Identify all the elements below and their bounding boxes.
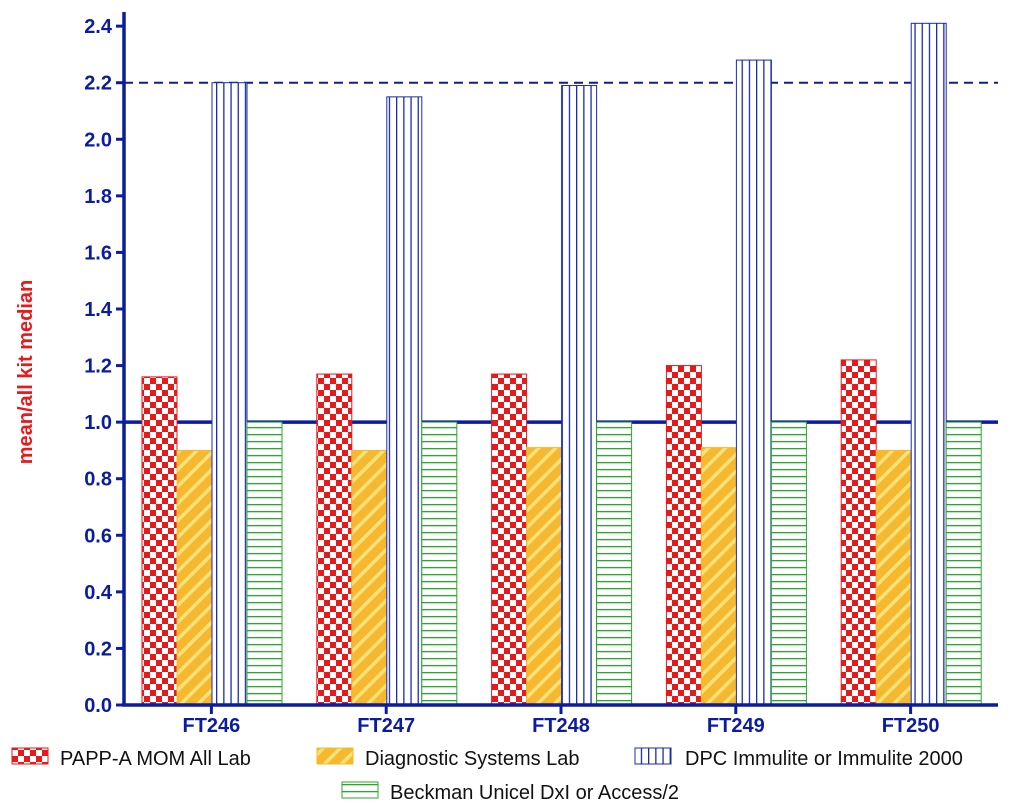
bar-FT250-series-4 <box>945 421 982 706</box>
y-tick-label: 0.6 <box>84 525 112 547</box>
bar-FT249-series-2 <box>700 447 737 706</box>
x-tick-label: FT249 <box>707 715 765 737</box>
bar-FT250-series-3 <box>910 22 947 706</box>
bar-FT246-series-3 <box>211 82 248 706</box>
bar-FT250-series-1 <box>840 359 877 706</box>
bar-FT248-series-3 <box>561 85 598 706</box>
bar-FT248-series-1 <box>491 373 528 706</box>
y-tick-label: 0.8 <box>84 469 112 491</box>
x-axis-ticks: FT246 FT247 FT248 FT249 FT250 <box>182 705 940 737</box>
bar-FT246-series-4 <box>246 421 283 706</box>
bar-FT250-series-2 <box>875 449 912 706</box>
legend: PAPP-A MOM All Lab Diagnostic Systems Lab… <box>11 747 963 804</box>
legend-swatch-series-2 <box>316 747 354 765</box>
y-tick-label: 1.2 <box>84 356 112 378</box>
x-tick-label: FT248 <box>532 715 590 737</box>
legend-swatch-series-3 <box>634 747 672 765</box>
legend-swatch-series-4 <box>341 781 379 799</box>
legend-label-series-1: PAPP-A MOM All Lab <box>60 748 251 770</box>
y-tick-label: 0.4 <box>84 582 113 604</box>
y-axis-ticks: 0.0 0.2 0.4 0.6 0.8 1.0 1.2 1.4 1.6 1.8 2.0 2.2 2.4 <box>84 16 124 717</box>
y-tick-label: 1.6 <box>84 242 112 264</box>
y-tick-label: 0.2 <box>84 638 112 660</box>
y-tick-label: 1.8 <box>84 186 112 208</box>
legend-label-series-2: Diagnostic Systems Lab <box>365 748 580 770</box>
bar-FT247-series-1 <box>316 373 353 706</box>
x-tick-label: FT247 <box>357 715 415 737</box>
bar-FT249-series-1 <box>665 365 702 706</box>
y-tick-label: 2.4 <box>84 16 113 38</box>
legend-swatch-series-1 <box>11 747 49 765</box>
bar-FT247-series-4 <box>421 421 458 706</box>
y-axis-label: mean/all kit median <box>15 280 37 465</box>
y-tick-label: 1.0 <box>84 412 112 434</box>
y-tick-label: 2.2 <box>84 73 112 95</box>
bar-FT247-series-2 <box>351 449 388 706</box>
bar-FT248-series-4 <box>596 421 633 706</box>
bar-FT249-series-4 <box>770 421 807 706</box>
bar-FT249-series-3 <box>735 59 772 706</box>
bar-FT248-series-2 <box>526 447 563 706</box>
x-tick-label: FT246 <box>182 715 240 737</box>
y-tick-label: 1.4 <box>84 299 113 321</box>
legend-label-series-3: DPC Immulite or Immulite 2000 <box>685 748 963 770</box>
y-tick-label: 0.0 <box>84 695 112 717</box>
legend-label-series-4: Beckman Unicel DxI or Access/2 <box>390 782 679 804</box>
bar-FT246-series-1 <box>141 376 178 706</box>
bars <box>141 22 982 706</box>
bar-FT246-series-2 <box>176 449 213 706</box>
x-tick-label: FT250 <box>882 715 940 737</box>
bar-FT247-series-3 <box>386 96 423 706</box>
y-tick-label: 2.0 <box>84 129 112 151</box>
